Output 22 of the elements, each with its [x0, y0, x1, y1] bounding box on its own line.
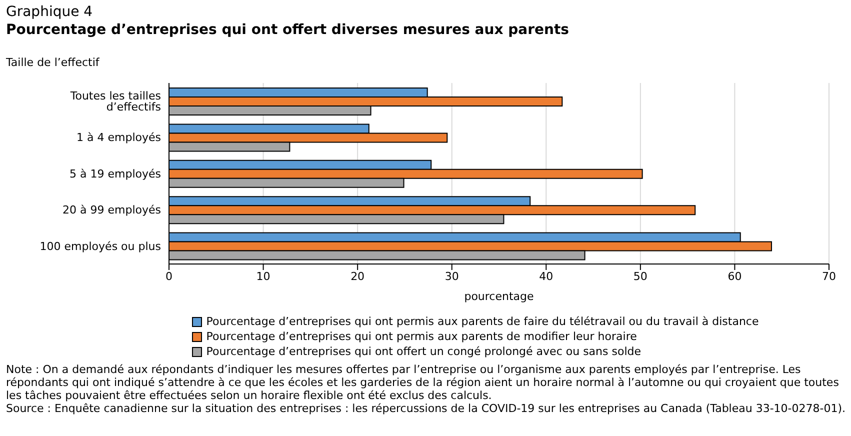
x-tick-label: 70 — [822, 270, 836, 283]
chart-subtitle: Pourcentage d’entreprises qui ont offert diverses mesures aux parents — [6, 21, 569, 39]
x-tick-label: 30 — [444, 270, 459, 283]
y-tick-label: 5 à 19 employés — [70, 167, 162, 180]
text: Graphique 4 — [6, 3, 94, 21]
y-axis-title: Taille de l’effectif — [6, 56, 100, 69]
x-tick-label: 40 — [539, 270, 554, 283]
legend-label: Pourcentage d’entreprises qui ont permis aux parents de faire du télétravail ou du travail à distance — [206, 314, 759, 329]
x-tick-label: 60 — [728, 270, 742, 283]
legend-label: Pourcentage d’entreprises qui ont offert un congé prolongé avec ou sans solde — [206, 344, 642, 359]
x-tick-label: 20 — [350, 270, 365, 283]
text: Note : On a demandé aux répondants d’indiquer les mesures offertes par l’entreprise ou l’organisme aux parents employés par l’entreprise. Les répondants qui ont indiqué s’attendre à ce que les écoles et les garderies de la région aient un horaire normal à l’automne ou qui croyaient que toutes les tâches pouvaient être effectuées selon un horaire flexible ont été exclus des calculs. — [6, 363, 840, 402]
x-tick-label: 0 — [166, 270, 172, 283]
source-note: Source : Enquête canadienne sur la situation des entreprises : les répercussions de la COVID-19 sur les entreprises au Canada (Tableau 33-10-0278-01). — [6, 402, 846, 415]
y-tick-label: Toutes les tailles d’effectifs — [69, 90, 162, 114]
x-tick-label: 50 — [633, 270, 648, 283]
legend-label: Pourcentage d’entreprises qui ont permis aux parents de modifier leur horaire — [206, 329, 637, 344]
y-tick-label: 100 employés ou plus — [40, 240, 162, 253]
y-tick-label: 20 à 99 employés — [62, 204, 162, 217]
x-axis-title: pourcentage — [464, 290, 534, 303]
x-tick-label: 10 — [256, 270, 270, 283]
y-tick-label: 1 à 4 employés — [76, 131, 162, 144]
